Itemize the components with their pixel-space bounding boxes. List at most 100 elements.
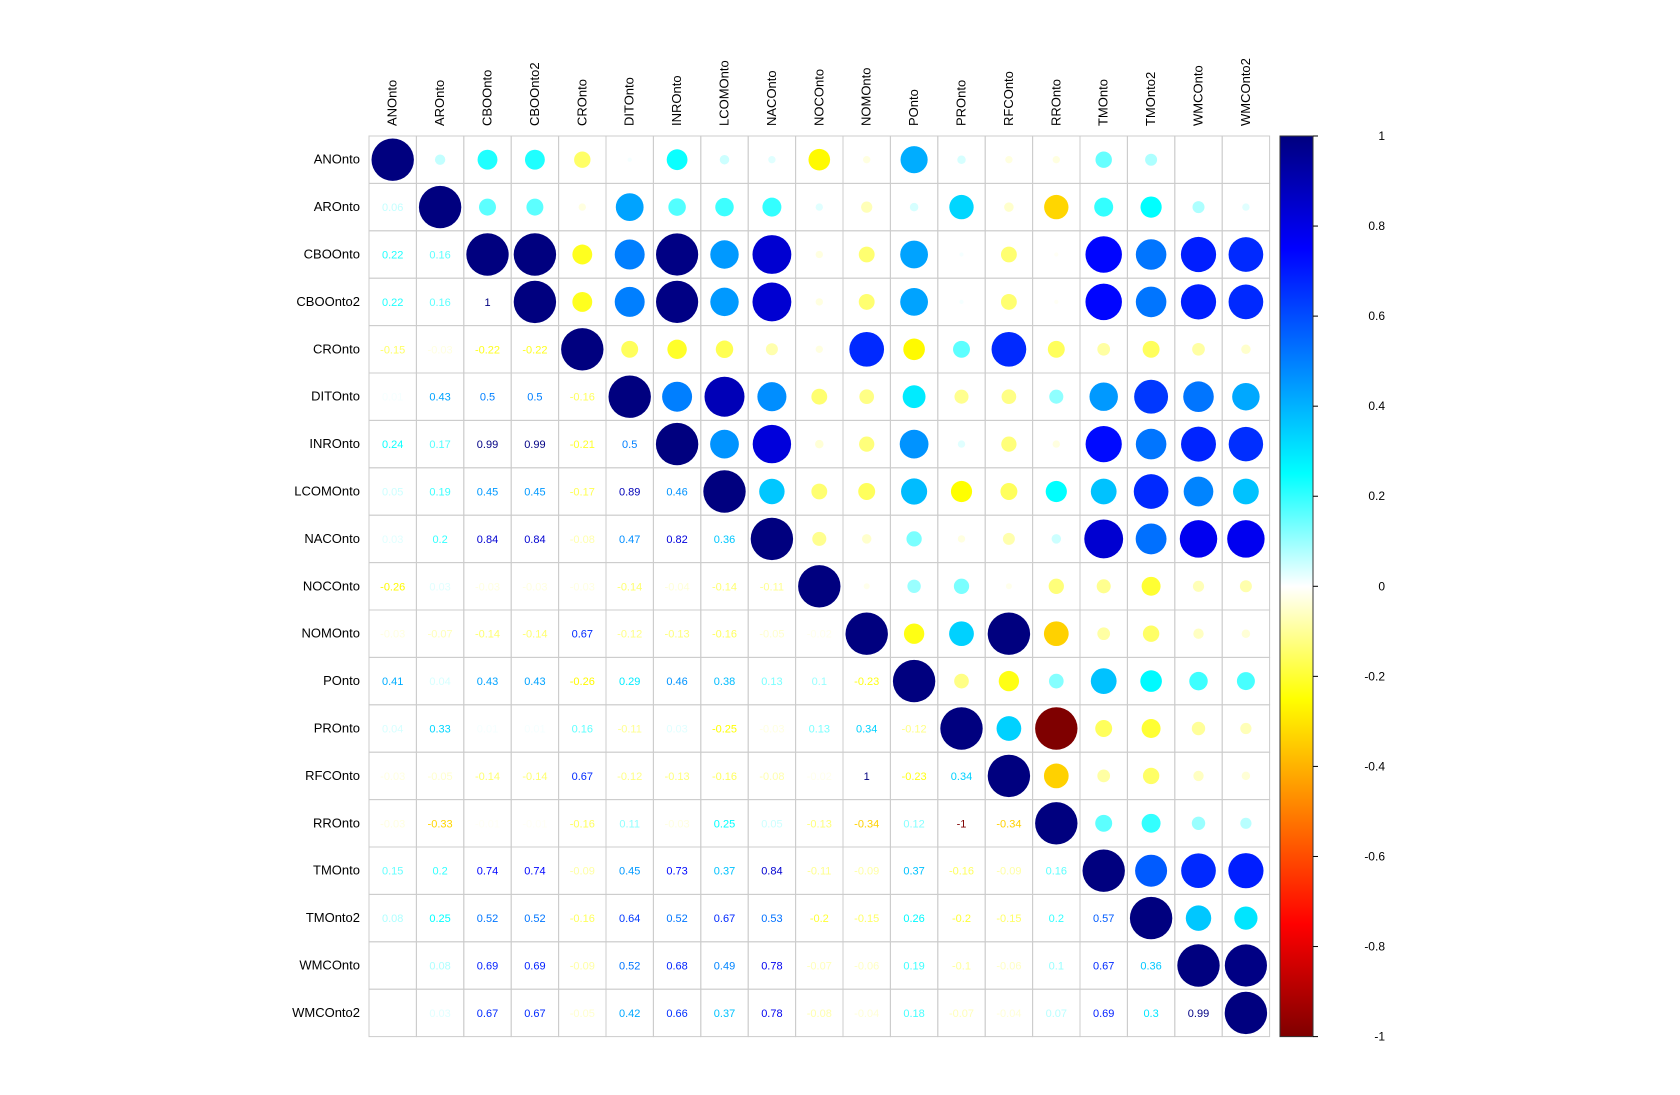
correlation-value: 0.89 [619,487,640,499]
correlation-value: 0.84 [477,534,498,546]
correlation-value: -0.12 [617,629,642,641]
correlation-circle [513,280,557,324]
correlation-value: -0.02 [807,629,832,641]
correlation-value: 0.99 [1188,1008,1209,1020]
correlation-value: -0.03 [759,724,784,736]
row-label: LCOMOnto [294,484,360,499]
correlation-value: 0.13 [809,724,830,736]
column-label: AROnto [432,80,447,126]
correlation-value: 0.69 [477,961,498,973]
correlation-circle [1192,580,1205,592]
correlation-circle [765,343,778,356]
correlation-circle [811,388,828,405]
correlation-value: 0.25 [714,818,735,830]
correlation-value: 0.53 [761,913,782,925]
correlation-circle [957,440,966,448]
correlation-circle [1052,156,1060,164]
colorbar-tick-label: 0.2 [1368,489,1385,503]
correlation-value: 0.67 [1093,961,1114,973]
correlation-value: -0.03 [665,818,690,830]
colorbar-tick-label: 1 [1378,129,1385,143]
correlation-value: 0.07 [1046,1008,1067,1020]
correlation-value: -0.12 [902,724,927,736]
correlation-value: -0.08 [807,1008,832,1020]
correlation-circle [1049,389,1064,404]
correlation-value: 0.19 [429,487,450,499]
correlation-value: -0.23 [854,676,879,688]
correlation-circle [1239,580,1252,593]
column-label: RROnto [1048,79,1063,126]
correlation-value: 0.06 [382,202,403,214]
correlation-circle [704,376,745,417]
correlation-circle [901,478,928,505]
correlation-circle [1001,389,1017,405]
column-label: LCOMOnto [717,60,732,126]
correlation-circle [572,291,593,312]
row-label: ANOnto [314,152,360,167]
correlation-value: 0.49 [714,961,735,973]
column-label: WMCOnto2 [1238,58,1253,126]
correlation-circle [798,565,841,608]
correlation-value: 0.34 [951,771,972,783]
correlation-circle [1035,707,1078,750]
correlation-circle [1241,629,1251,638]
row-label: RFCOnto [305,768,360,783]
correlation-circle [1089,382,1118,411]
correlation-value: 0.03 [429,581,450,593]
correlation-circle [561,328,604,371]
row-label: PROnto [314,721,360,736]
correlation-value: -0.01 [522,818,547,830]
correlation-circle [574,151,591,168]
correlation-value: 0.26 [903,913,924,925]
row-label: INROnto [309,436,360,451]
correlation-value: -0.07 [949,1008,974,1020]
correlation-circle [1043,621,1069,647]
correlation-value: 0.37 [714,866,735,878]
correlation-circle [858,293,875,310]
correlation-circle [1177,944,1220,987]
correlation-circle [1052,440,1060,448]
correlation-value: 0.82 [666,534,687,546]
correlation-value: 0.04 [382,724,403,736]
correlation-value: 0.42 [619,1008,640,1020]
correlation-circle [845,612,888,655]
correlation-circle [1048,673,1064,689]
correlation-value: -0.15 [996,913,1021,925]
correlation-circle [710,429,739,459]
correlation-circle [1234,906,1258,930]
correlation-circle [1236,672,1255,691]
correlation-value: 0.1 [812,676,827,688]
correlation-circle [627,157,632,162]
correlation-value: 0.47 [619,534,640,546]
colorbar-tick-label: 0.4 [1368,399,1385,413]
row-label: CBOOnto [304,247,360,262]
correlation-circle [987,754,1031,798]
correlation-value: 0.19 [903,961,924,973]
correlation-circle [666,149,688,171]
correlation-value: -0.15 [380,344,405,356]
correlation-value: 0.03 [382,534,403,546]
correlation-circle [513,233,557,276]
correlation-value: 0.05 [382,487,403,499]
correlation-circle [1000,293,1017,310]
correlation-value: 0.01 [477,724,498,736]
correlation-value: 0.08 [429,961,450,973]
correlation-value: 0.37 [903,866,924,878]
correlation-value: 0.99 [477,439,498,451]
correlation-circle [477,149,498,170]
correlation-value: -0.2 [810,913,829,925]
correlation-circle [899,429,929,459]
correlation-value: 0.45 [524,487,545,499]
correlation-value: 0.52 [524,913,545,925]
correlation-circle [655,422,699,466]
correlation-value: 0.2 [432,866,447,878]
correlation-circle [959,252,964,257]
correlation-circle [524,149,545,170]
correlation-circle [859,436,875,452]
correlation-circle [1001,436,1017,452]
correlation-circle [1224,944,1267,987]
correlation-circle [1140,670,1162,692]
row-label: WMCOnto2 [292,1005,360,1020]
correlation-value: 0.84 [524,534,545,546]
correlation-circle [1135,523,1167,555]
